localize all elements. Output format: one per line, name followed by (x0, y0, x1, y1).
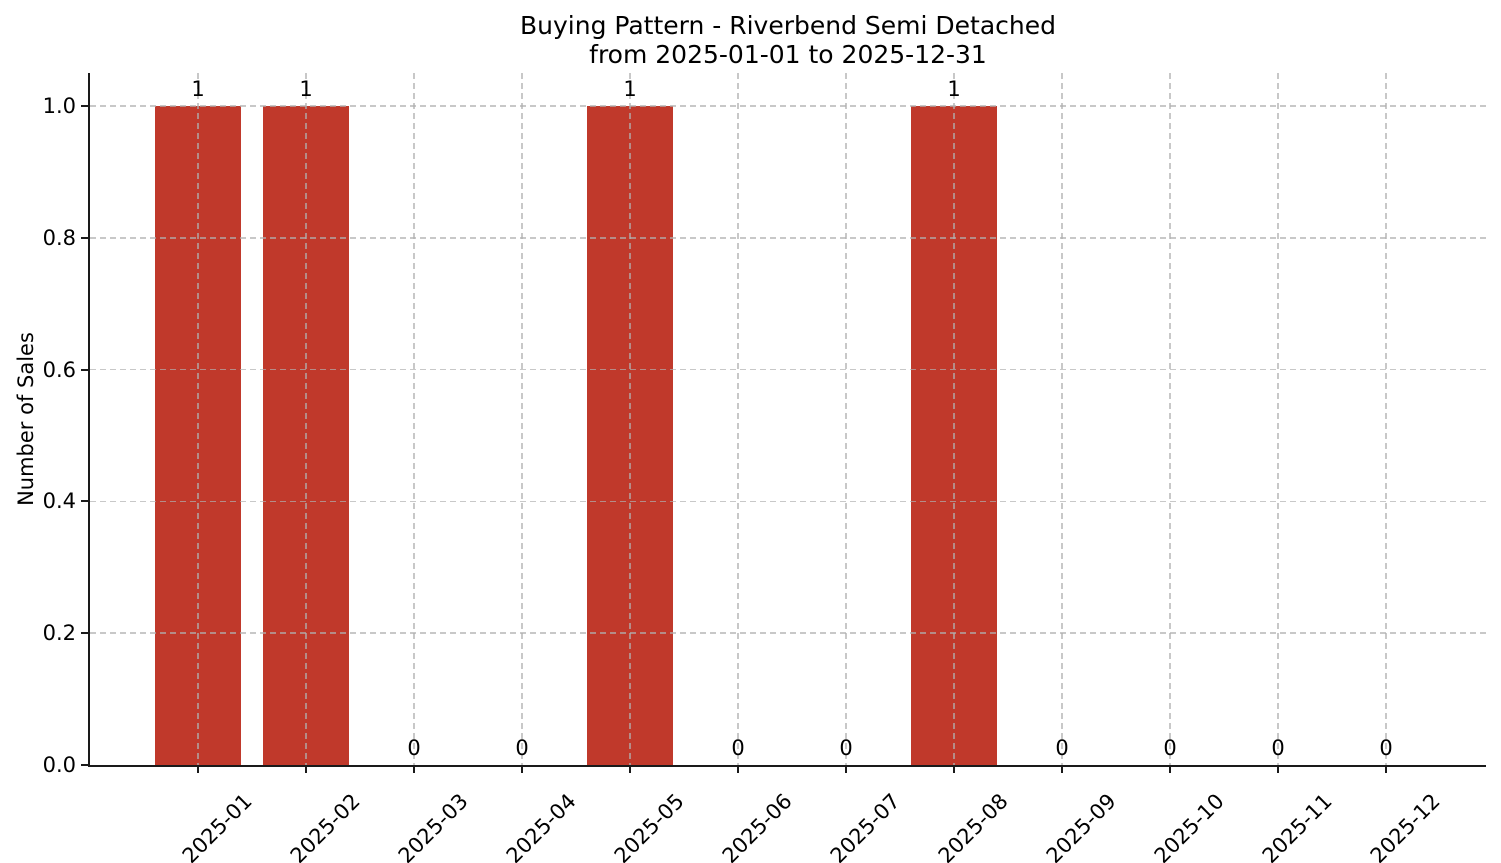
y-tick-label: 0.0 (42, 753, 76, 777)
bar-value-label: 0 (407, 736, 421, 760)
bar-value-label: 1 (299, 76, 313, 101)
grid-line-vertical (197, 73, 199, 765)
x-tick-label: 2025-07 (825, 789, 905, 863)
grid-line-vertical (629, 73, 631, 765)
grid-line-horizontal (90, 632, 1486, 634)
x-tick (305, 765, 307, 773)
bar-value-label: 1 (947, 76, 961, 101)
chart-title-line1: Buying Pattern - Riverbend Semi Detached (519, 11, 1057, 40)
grid-line-horizontal (90, 500, 1486, 503)
x-axis-spine (88, 765, 1486, 767)
x-tick (737, 765, 739, 773)
grid-line-horizontal (90, 368, 1486, 371)
grid-line-horizontal (90, 105, 1486, 107)
x-tick-label: 2025-02 (285, 789, 365, 863)
y-tick (81, 236, 90, 239)
x-tick-label: 2025-03 (393, 789, 473, 863)
bar-value-label: 0 (731, 736, 745, 760)
y-tick (81, 632, 90, 635)
x-tick (953, 765, 955, 773)
bar-value-label: 0 (839, 736, 853, 760)
x-tick (1385, 765, 1387, 773)
x-tick-label: 2025-05 (609, 789, 689, 863)
bar-value-label: 0 (1163, 736, 1177, 760)
grid-line-vertical (1169, 73, 1171, 765)
grid-line-vertical (737, 73, 739, 765)
y-tick (81, 500, 90, 503)
y-tick (81, 104, 90, 107)
x-tick-label: 2025-10 (1149, 789, 1229, 863)
x-tick (1169, 765, 1171, 773)
y-axis-label: Number of Sales (14, 332, 38, 506)
x-tick (1061, 765, 1063, 773)
chart-title-line2: from 2025-01-01 to 2025-12-31 (589, 40, 987, 69)
x-tick (1277, 765, 1279, 773)
bar-value-label: 0 (515, 736, 529, 760)
bar-value-label: 0 (1271, 736, 1285, 760)
grid-line-vertical (521, 73, 523, 765)
chart-title: Buying Pattern - Riverbend Semi Detached… (90, 11, 1486, 69)
grid-line-horizontal (90, 236, 1486, 239)
grid-line-vertical (953, 73, 955, 765)
y-tick (81, 764, 90, 766)
plot-area: 0.0 0.2 0.4 0.6 0.8 1.0 2025-01 1 2025-02 1 2025-0… (43, 73, 1486, 863)
x-tick-label: 2025-04 (501, 789, 581, 863)
x-tick-label: 2025-12 (1365, 789, 1445, 863)
y-tick-label: 0.2 (42, 621, 76, 646)
grid-line-vertical (1277, 73, 1279, 765)
y-tick-label: 0.8 (42, 225, 76, 250)
bar-value-label: 0 (1055, 736, 1069, 760)
x-tick (629, 765, 631, 773)
grid-line-vertical (845, 73, 847, 765)
bar-value-label: 1 (623, 76, 637, 101)
y-tick (81, 368, 90, 371)
x-tick-label: 2025-08 (933, 789, 1013, 863)
grid-line-vertical (413, 73, 415, 765)
x-tick-label: 2025-11 (1257, 789, 1337, 863)
grid-line-vertical (1385, 73, 1387, 765)
x-tick (845, 765, 847, 773)
grid-line-vertical (305, 73, 307, 765)
x-tick-label: 2025-06 (717, 789, 797, 863)
x-tick (521, 765, 523, 773)
grid-line-vertical (1061, 73, 1063, 765)
y-tick-label: 0.4 (42, 489, 76, 514)
y-axis-spine (88, 73, 90, 767)
x-tick (413, 765, 415, 773)
y-tick-label: 0.6 (42, 357, 76, 382)
x-tick-label: 2025-01 (177, 789, 257, 863)
x-tick (197, 765, 199, 773)
y-tick-label: 1.0 (42, 93, 76, 118)
x-tick-label: 2025-09 (1041, 789, 1121, 863)
bar-value-label: 1 (191, 76, 205, 101)
bar-value-label: 0 (1379, 736, 1393, 760)
